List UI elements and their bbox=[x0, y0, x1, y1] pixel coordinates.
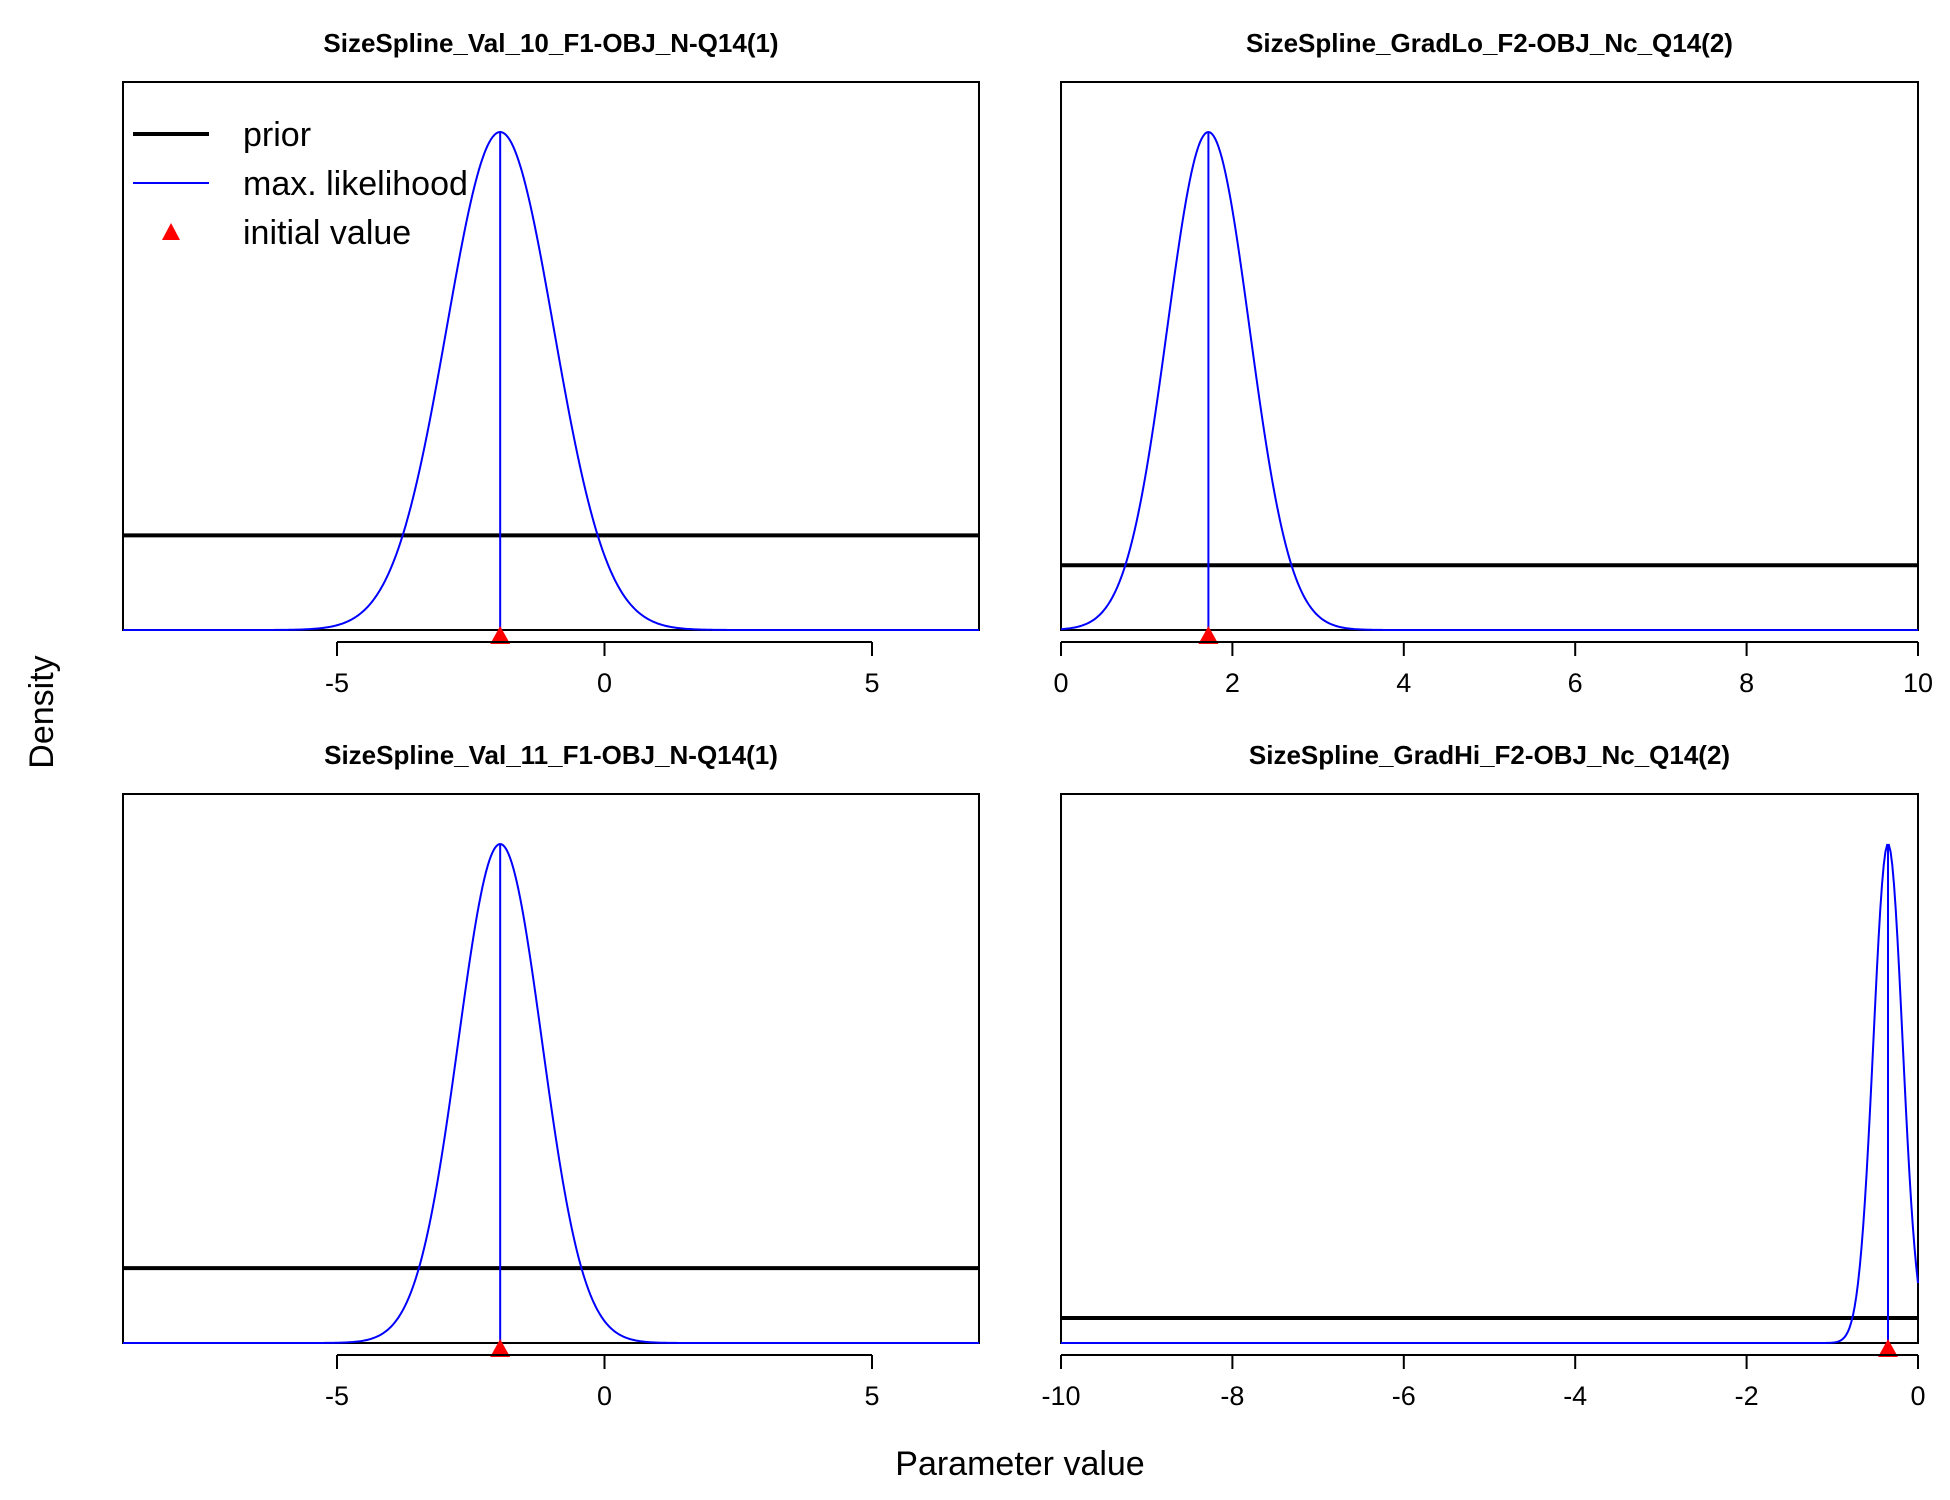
x-tick-label: -6 bbox=[1392, 1381, 1416, 1411]
x-tick-label: -5 bbox=[325, 1381, 349, 1411]
x-tick-label: 0 bbox=[1053, 668, 1068, 698]
plot-frame bbox=[1060, 81, 1919, 631]
panel-3: SizeSpline_Val_11_F1-OBJ_N-Q14(1) -5 0 5 bbox=[122, 740, 980, 1411]
legend-label: max. likelihood bbox=[243, 165, 468, 203]
x-tick-label: 0 bbox=[597, 1381, 612, 1411]
x-tick-label: -2 bbox=[1735, 1381, 1759, 1411]
x-tick-label: -8 bbox=[1220, 1381, 1244, 1411]
initial-value-marker bbox=[1878, 1339, 1899, 1357]
x-tick-label: 2 bbox=[1225, 668, 1240, 698]
plot-frame bbox=[1060, 793, 1919, 1344]
x-tick-label: 6 bbox=[1568, 668, 1583, 698]
plot-frame bbox=[122, 81, 980, 631]
x-tick-label: 5 bbox=[864, 668, 879, 698]
x-tick-label: 5 bbox=[864, 1381, 879, 1411]
panel-2: SizeSpline_GradLo_F2-OBJ_Nc_Q14(2) 0 2 4 6 8 1… bbox=[1053, 28, 1933, 698]
panel-4: SizeSpline_GradHi_F2-OBJ_Nc_Q14(2) -10 -8 -… bbox=[1041, 740, 1925, 1411]
x-tick-label: -4 bbox=[1563, 1381, 1587, 1411]
x-tick-label: -5 bbox=[325, 668, 349, 698]
legend-label: initial value bbox=[243, 214, 411, 252]
plot-frame bbox=[122, 793, 980, 1344]
likelihood-curve bbox=[123, 843, 979, 1344]
panel-title: SizeSpline_Val_10_F1-OBJ_N-Q14(1) bbox=[323, 28, 778, 58]
likelihood-curve bbox=[1060, 130, 1918, 631]
panel-1: SizeSpline_Val_10_F1-OBJ_N-Q14(1) -5 0 5 pri… bbox=[122, 28, 980, 698]
y-axis-label: Density bbox=[23, 655, 61, 768]
legend: prior max. likelihood initial value bbox=[133, 116, 468, 252]
x-tick-label: 0 bbox=[597, 668, 612, 698]
x-tick-label: 4 bbox=[1396, 668, 1411, 698]
x-tick-label: 10 bbox=[1903, 668, 1933, 698]
x-axis-label: Parameter value bbox=[895, 1445, 1144, 1483]
panel-title: SizeSpline_GradHi_F2-OBJ_Nc_Q14(2) bbox=[1249, 740, 1730, 770]
legend-initial-swatch bbox=[162, 223, 180, 240]
x-tick-label: -10 bbox=[1041, 1381, 1080, 1411]
initial-value-marker bbox=[490, 626, 511, 644]
panel-title: SizeSpline_GradLo_F2-OBJ_Nc_Q14(2) bbox=[1246, 28, 1733, 58]
x-tick-label: 0 bbox=[1910, 1381, 1925, 1411]
x-tick-label: 8 bbox=[1739, 668, 1754, 698]
legend-label: prior bbox=[243, 116, 311, 154]
initial-value-marker bbox=[490, 1339, 511, 1357]
panel-title: SizeSpline_Val_11_F1-OBJ_N-Q14(1) bbox=[324, 740, 778, 770]
likelihood-curve bbox=[1061, 843, 1919, 1344]
initial-value-marker bbox=[1198, 626, 1219, 644]
panels: SizeSpline_Val_10_F1-OBJ_N-Q14(1) -5 0 5 pri… bbox=[122, 28, 1933, 1411]
likelihood-curve bbox=[123, 131, 979, 631]
